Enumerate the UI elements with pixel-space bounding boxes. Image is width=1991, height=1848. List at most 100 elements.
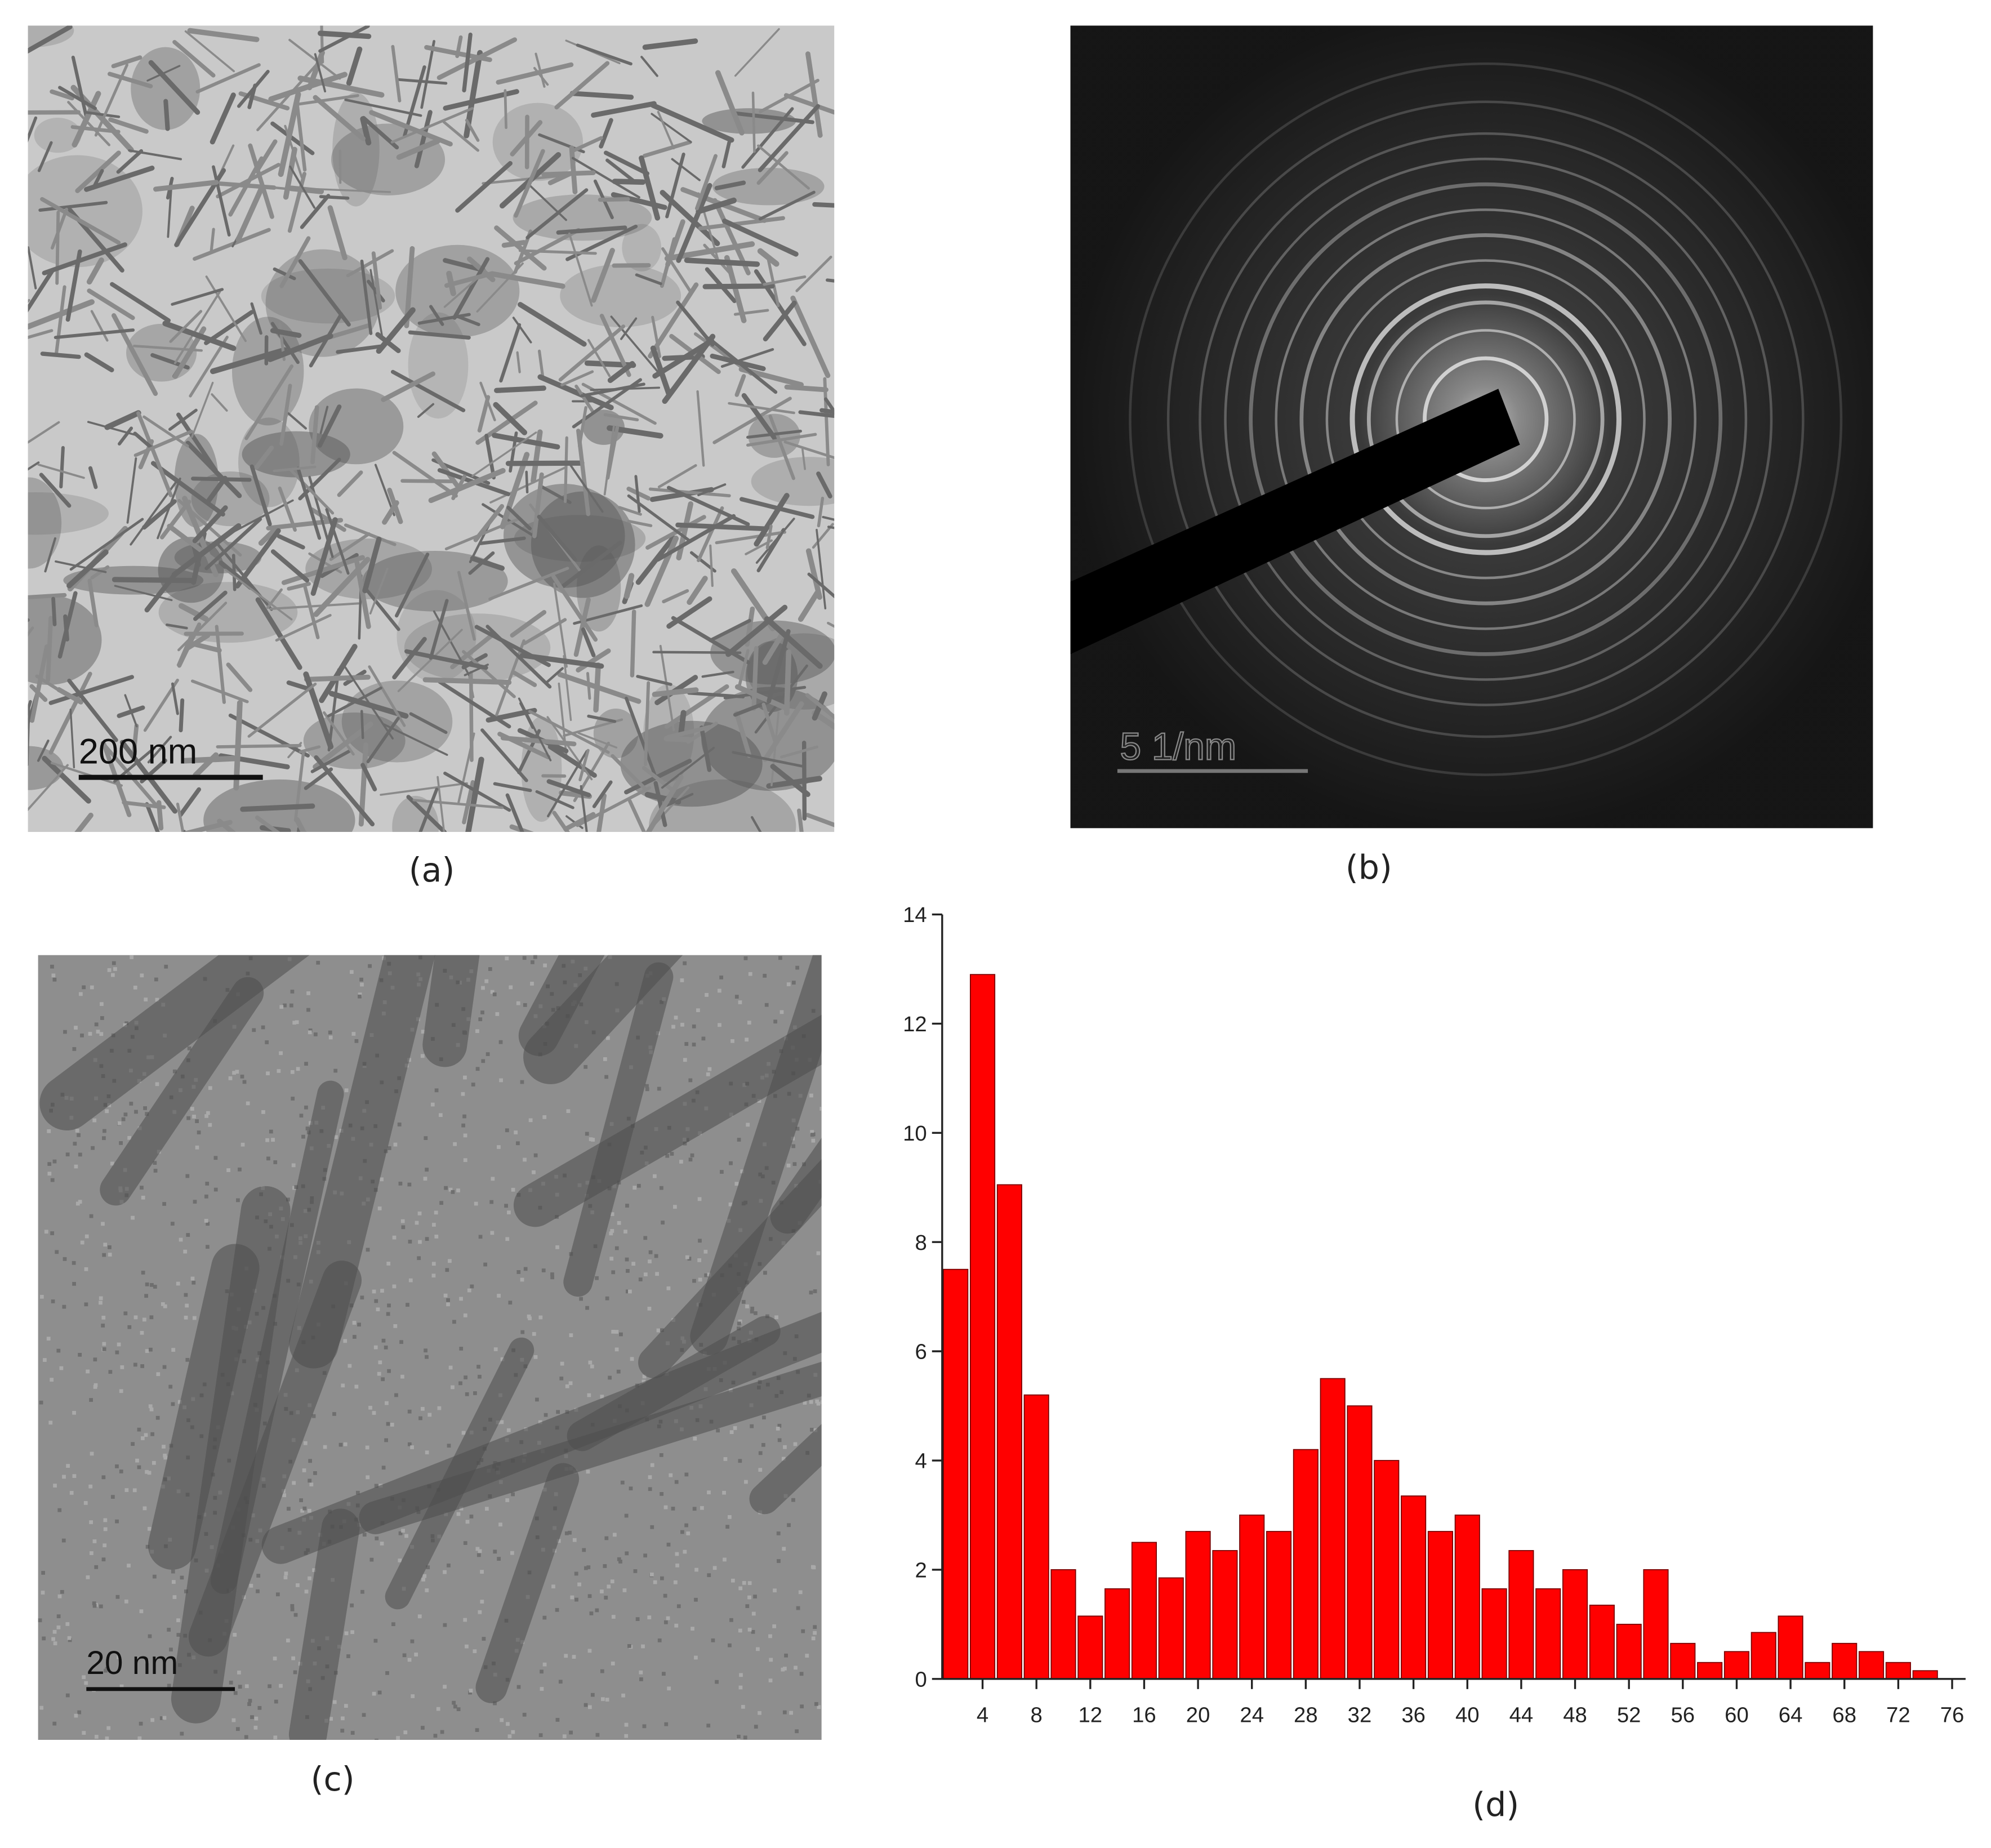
rod [827,621,835,628]
rod [329,532,371,561]
rod [457,732,475,803]
noise [171,1580,176,1584]
noise [236,1198,240,1203]
rod [303,671,334,750]
noise [110,1161,114,1166]
rod [746,429,802,439]
noise [417,1256,421,1261]
noise [186,1116,191,1120]
rod [652,651,742,654]
rod [756,144,810,190]
noise [459,1506,464,1511]
noise [595,1276,599,1280]
noise [434,1210,438,1215]
noise [242,1080,247,1084]
noise [410,1639,415,1644]
noise [728,1515,732,1519]
noise [51,1299,55,1303]
rod [28,246,37,290]
rod [514,149,545,218]
noise [738,1586,743,1591]
rod [40,351,81,359]
noise [170,1222,175,1226]
rod [163,99,170,131]
rod [638,1159,822,1379]
rod [396,138,440,160]
noise [729,1161,733,1165]
noise [150,1718,155,1722]
rod [50,762,123,787]
noise [162,1365,167,1369]
rod [112,577,195,584]
noise [308,1459,312,1463]
rod [215,625,226,704]
rod [369,269,384,339]
noise [506,1428,511,1432]
rod [764,616,823,669]
noise [684,1042,689,1046]
rod [210,228,215,253]
noise [235,1070,239,1074]
noise [261,1025,265,1030]
rod [702,283,775,290]
rod [642,38,698,50]
rod [75,150,121,193]
bar [1481,1588,1507,1680]
noise [670,1152,674,1156]
noise [341,1383,345,1388]
noise [392,1235,397,1240]
noise [62,1304,66,1309]
noise [385,1671,389,1675]
rod [28,593,67,600]
rod [181,755,238,764]
noise [704,1273,709,1277]
noise [300,1508,304,1513]
noise [643,1553,647,1558]
texture-a [28,25,835,832]
noise [666,1542,671,1547]
noise [572,1655,576,1659]
noise [393,1142,398,1147]
noise [390,1423,394,1427]
noise [469,1689,473,1693]
noise [354,1039,359,1043]
rod [462,650,516,698]
noise [164,964,168,969]
noise [213,1156,218,1160]
rod [28,421,60,444]
rod [652,687,699,697]
noise [140,1364,145,1368]
rod [770,1138,822,1234]
rod [754,664,808,734]
rod [671,158,701,181]
rod [211,393,228,412]
noise [692,1279,696,1283]
rod [110,282,171,323]
rod [709,618,751,643]
rod [412,799,504,809]
noise [821,1400,822,1404]
noise [817,1705,821,1709]
noise [589,1611,594,1615]
rod [563,436,568,504]
noise [520,1080,524,1084]
noise [647,1615,652,1619]
rod [725,604,788,657]
noise [505,1498,510,1502]
rod [485,625,552,689]
noise [533,955,537,959]
noise [277,1069,281,1073]
noise [60,1589,64,1594]
noise [747,1627,752,1632]
rod [131,723,139,758]
noise [396,1736,400,1740]
rod [300,194,331,229]
rod [178,787,202,817]
rod [630,609,636,678]
rod [675,522,768,532]
noise [86,1575,90,1579]
rod [827,526,835,529]
noise [378,1360,382,1365]
noise [299,1114,304,1118]
noise [56,1348,61,1353]
